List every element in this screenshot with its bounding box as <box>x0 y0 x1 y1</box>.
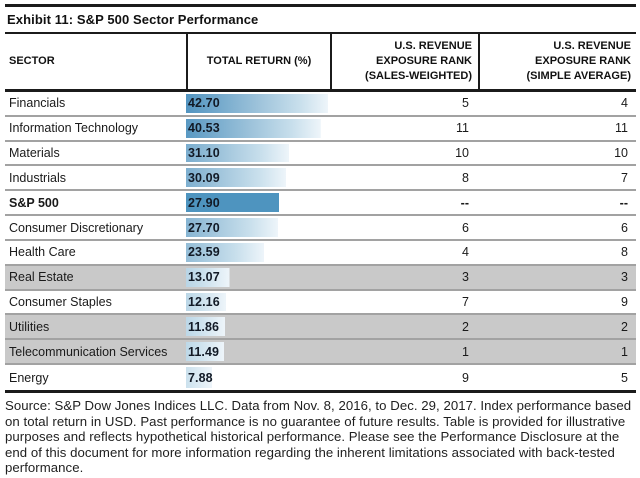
sales-weighted-rank-value: 3 <box>462 270 469 285</box>
total-return-bar <box>186 193 279 213</box>
total-return-cell: 31.10 <box>186 142 330 165</box>
sector-cell: Telecommunication Services <box>9 344 168 359</box>
sector-cell: Materials <box>9 146 60 161</box>
simple-average-rank-value: 7 <box>621 170 628 185</box>
sector-cell: S&P 500 <box>9 195 59 210</box>
sales-weighted-rank-value: -- <box>460 195 469 210</box>
total-return-value: 42.70 <box>188 96 220 111</box>
table-row: Information Technology 40.53 11 11 <box>5 116 636 142</box>
sales-weighted-rank-value: 5 <box>462 96 469 111</box>
simple-average-rank-value: 3 <box>621 270 628 285</box>
sales-weighted-rank-value: 11 <box>456 121 469 136</box>
sector-cell: Consumer Staples <box>9 295 112 310</box>
sector-cell: Health Care <box>9 245 76 260</box>
simple-average-rank-value: 4 <box>621 96 628 111</box>
source-note: Source: S&P Dow Jones Indices LLC. Data … <box>5 397 632 476</box>
total-return-value: 31.10 <box>188 146 220 161</box>
total-return-cell: 11.49 <box>186 340 330 363</box>
table-row: Consumer Discretionary 27.70 6 6 <box>5 216 636 241</box>
total-return-value: 12.16 <box>188 295 220 310</box>
total-return-cell: 23.59 <box>186 241 330 264</box>
sales-weighted-rank-value: 1 <box>462 344 469 359</box>
simple-average-rank-value: 9 <box>621 295 628 310</box>
sales-weighted-rank-value: 4 <box>462 245 469 260</box>
total-return-value: 23.59 <box>188 245 220 260</box>
sector-cell: Energy <box>9 370 49 385</box>
sector-cell: Utilities <box>9 319 50 334</box>
total-return-bar <box>186 367 213 388</box>
header-simple-average-rank: U.S. REVENUE EXPOSURE RANK (SIMPLE AVERA… <box>478 34 636 89</box>
sales-weighted-rank-value: 8 <box>462 170 469 185</box>
total-return-bar <box>186 94 328 113</box>
sales-weighted-rank-value: 2 <box>462 319 469 334</box>
total-return-value: 11.86 <box>188 319 220 334</box>
table-row: Consumer Staples 12.16 7 9 <box>5 290 636 316</box>
sales-weighted-rank-value: 10 <box>455 146 469 161</box>
total-return-cell: 27.70 <box>186 216 330 239</box>
total-return-bar <box>186 317 226 337</box>
total-return-cell: 42.70 <box>186 92 330 115</box>
total-return-bar <box>186 168 287 188</box>
total-return-value: 27.90 <box>188 195 220 210</box>
total-return-value: 13.07 <box>188 270 220 285</box>
title-rule <box>5 32 636 34</box>
total-return-cell: 30.09 <box>186 166 330 189</box>
sector-cell: Financials <box>9 96 66 111</box>
simple-average-rank-value: 5 <box>621 370 628 385</box>
simple-average-rank-value: 6 <box>621 220 628 235</box>
simple-average-rank-value: 1 <box>621 344 628 359</box>
table-body: Financials 42.70 5 4 Information Technol… <box>5 92 636 390</box>
table-row: Utilities 11.86 2 2 <box>5 315 636 341</box>
total-return-value: 11.49 <box>188 344 220 359</box>
total-return-bar <box>186 118 321 138</box>
total-return-cell: 27.90 <box>186 191 330 214</box>
total-return-value: 7.88 <box>188 370 213 385</box>
total-return-value: 40.53 <box>188 121 220 136</box>
header-sales-weighted-rank: U.S. REVENUE EXPOSURE RANK (SALES-WEIGHT… <box>330 34 478 89</box>
top-rule <box>5 4 636 7</box>
sector-performance-table: SECTOR TOTAL RETURN (%) U.S. REVENUE EXP… <box>5 34 636 393</box>
sales-weighted-rank-value: 6 <box>462 220 469 235</box>
table-row: Materials 31.10 10 10 <box>5 141 636 167</box>
table-row: Energy 7.88 9 5 <box>5 365 636 390</box>
total-return-cell: 12.16 <box>186 291 330 314</box>
simple-average-rank-value: -- <box>619 195 628 210</box>
table-row: Industrials 30.09 8 7 <box>5 166 636 192</box>
total-return-cell: 13.07 <box>186 266 330 289</box>
sales-weighted-rank-value: 7 <box>462 295 469 310</box>
table-row: Financials 42.70 5 4 <box>5 92 636 117</box>
sector-cell: Information Technology <box>9 121 139 136</box>
sector-cell: Industrials <box>9 170 66 185</box>
table-row: Real Estate 13.07 3 3 <box>5 265 636 291</box>
header-total-return: TOTAL RETURN (%) <box>186 34 330 89</box>
total-return-bar <box>186 143 290 163</box>
total-return-cell: 11.86 <box>186 315 330 338</box>
table-row: Health Care 23.59 4 8 <box>5 240 636 266</box>
total-return-bar <box>186 242 265 262</box>
exhibit-title: Exhibit 11: S&P 500 Sector Performance <box>7 12 259 27</box>
simple-average-rank-value: 11 <box>615 121 628 136</box>
simple-average-rank-value: 8 <box>621 245 628 260</box>
simple-average-rank-value: 10 <box>614 146 628 161</box>
total-return-cell: 7.88 <box>186 365 330 390</box>
table-row: S&P 500 27.90 -- -- <box>5 191 636 217</box>
total-return-bar <box>186 342 225 362</box>
total-return-cell: 40.53 <box>186 117 330 140</box>
sector-cell: Consumer Discretionary <box>9 220 144 235</box>
sector-cell: Real Estate <box>9 270 74 285</box>
simple-average-rank-value: 2 <box>621 319 628 334</box>
total-return-bar <box>186 292 227 312</box>
total-return-bar <box>186 267 230 287</box>
total-return-value: 30.09 <box>188 170 220 185</box>
total-return-value: 27.70 <box>188 220 220 235</box>
table-header-row: SECTOR TOTAL RETURN (%) U.S. REVENUE EXP… <box>5 34 636 92</box>
total-return-bar <box>186 218 279 237</box>
table-row: Telecommunication Services 11.49 1 1 <box>5 340 636 366</box>
header-sector: SECTOR <box>9 55 55 67</box>
sales-weighted-rank-value: 9 <box>462 370 469 385</box>
